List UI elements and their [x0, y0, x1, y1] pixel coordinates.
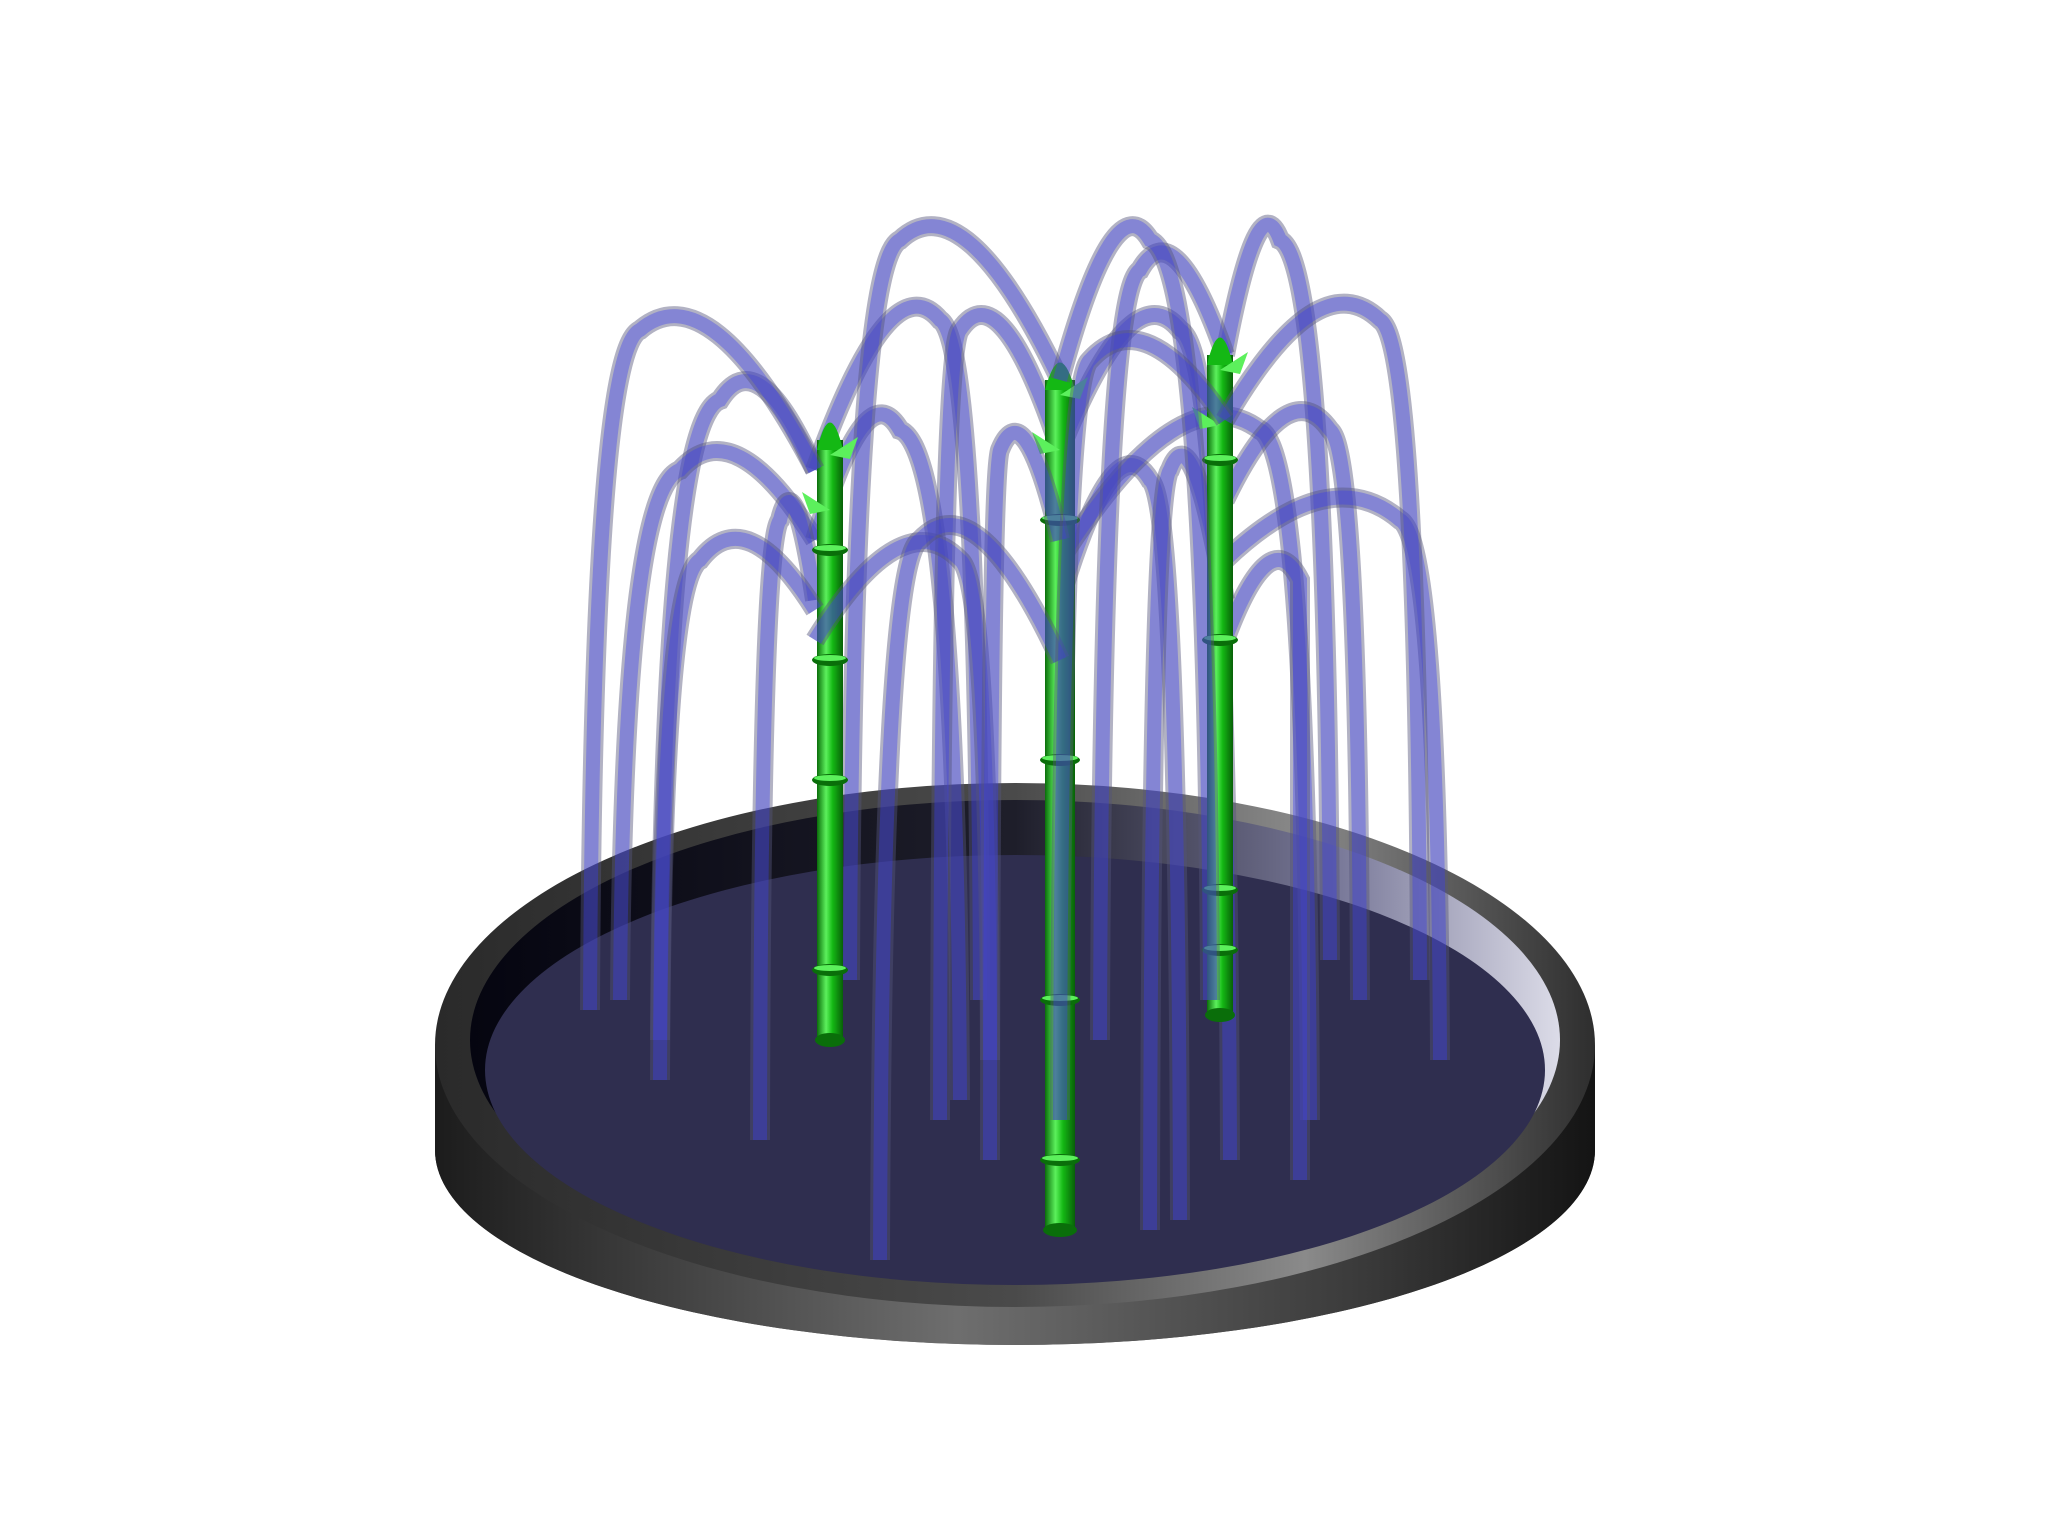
- water-jet: [653, 531, 821, 1081]
- water-jet-edge: [930, 305, 1070, 1121]
- bamboo-stalk: [1192, 337, 1248, 1022]
- bamboo-leaf: [830, 437, 858, 459]
- bamboo-leaf: [802, 492, 830, 514]
- water-jets-front: [580, 216, 1430, 1261]
- bamboo-tip: [817, 422, 843, 450]
- bamboo-node-highlight: [814, 545, 846, 551]
- water-jet-edge: [610, 441, 824, 1001]
- bamboo-node-highlight: [1042, 515, 1078, 521]
- water-jet-edge: [840, 216, 1070, 981]
- water-jet-edge: [1140, 445, 1235, 1231]
- bamboo-node-highlight: [1204, 945, 1236, 951]
- bamboo-leaf: [1032, 432, 1060, 454]
- water-jet-edge: [1090, 242, 1235, 1041]
- water-jet-edge: [1216, 401, 1370, 1001]
- water-surface: [485, 855, 1545, 1285]
- bamboo-node-highlight: [1042, 1155, 1078, 1161]
- water-jet: [583, 309, 822, 1011]
- water-jet-edge: [1050, 216, 1220, 1001]
- water-jet: [873, 518, 1067, 1261]
- water-jet-edge: [1215, 550, 1311, 1180]
- bamboo-node-highlight: [814, 655, 846, 661]
- water-jet-edge: [1215, 214, 1340, 961]
- water-jet: [1218, 296, 1427, 981]
- basin: [435, 783, 1595, 1345]
- water-jet-edge: [650, 371, 825, 1041]
- bamboo-leaf: [1060, 377, 1088, 399]
- bamboo-node-highlight: [1204, 885, 1236, 891]
- bamboo-leaf: [1192, 407, 1220, 429]
- water-jet: [808, 407, 967, 1101]
- bamboo-stalk: [802, 422, 858, 1047]
- water-jet: [653, 374, 822, 1041]
- bamboo-stem: [817, 440, 843, 1040]
- water-jet-edge: [806, 532, 1000, 1061]
- bamboo-node-highlight: [814, 775, 846, 781]
- water-jet: [843, 219, 1067, 981]
- water-jet: [613, 444, 821, 1001]
- bamboo-base: [1205, 1008, 1235, 1022]
- bamboo-node-highlight: [1042, 755, 1078, 761]
- water-jet: [809, 535, 997, 1061]
- water-jet: [1053, 333, 1231, 1121]
- water-jet-edge: [1218, 487, 1450, 1061]
- water-jet: [933, 308, 1067, 1121]
- bamboo-base: [815, 1033, 845, 1047]
- bamboo-node-highlight: [1204, 635, 1236, 641]
- water-jet: [1218, 404, 1367, 1001]
- bamboo-leaf: [1220, 352, 1248, 374]
- water-jet: [1054, 408, 1317, 1121]
- water-jet-edge: [805, 296, 990, 1001]
- bamboo-stalk: [1032, 362, 1088, 1237]
- water-jet: [1143, 448, 1232, 1231]
- water-jet-edge: [1216, 293, 1430, 981]
- water-jet: [1220, 490, 1447, 1061]
- water-jet-edge: [1050, 455, 1190, 1221]
- water-jet-edge: [870, 515, 1070, 1261]
- water-jet-edge: [1051, 405, 1320, 1121]
- water-jet-edge: [580, 306, 824, 1011]
- bamboo-base: [1043, 1223, 1077, 1237]
- water-jet: [1053, 219, 1217, 1001]
- water-jet-edge: [650, 528, 824, 1081]
- water-jet: [1053, 458, 1187, 1221]
- water-jet: [808, 299, 987, 1001]
- water-jet: [753, 495, 822, 1141]
- bamboo-node-highlight: [1204, 455, 1236, 461]
- water-jet: [1093, 245, 1232, 1041]
- bamboo-tip: [1045, 362, 1075, 390]
- water-jet: [983, 426, 1067, 1161]
- water-jet-edge: [980, 423, 1070, 1161]
- bamboo-node-highlight: [814, 965, 846, 971]
- water-jet: [1218, 553, 1308, 1180]
- bamboo-tip: [1207, 337, 1233, 365]
- bamboo-stalks: [802, 337, 1248, 1237]
- water-jet-edge: [750, 492, 825, 1141]
- water-jets: [610, 214, 1450, 1231]
- water-jet-edge: [805, 404, 970, 1101]
- bamboo-node-highlight: [1042, 995, 1078, 1001]
- water-jet-edge: [1050, 330, 1234, 1121]
- water-jet: [1218, 217, 1337, 961]
